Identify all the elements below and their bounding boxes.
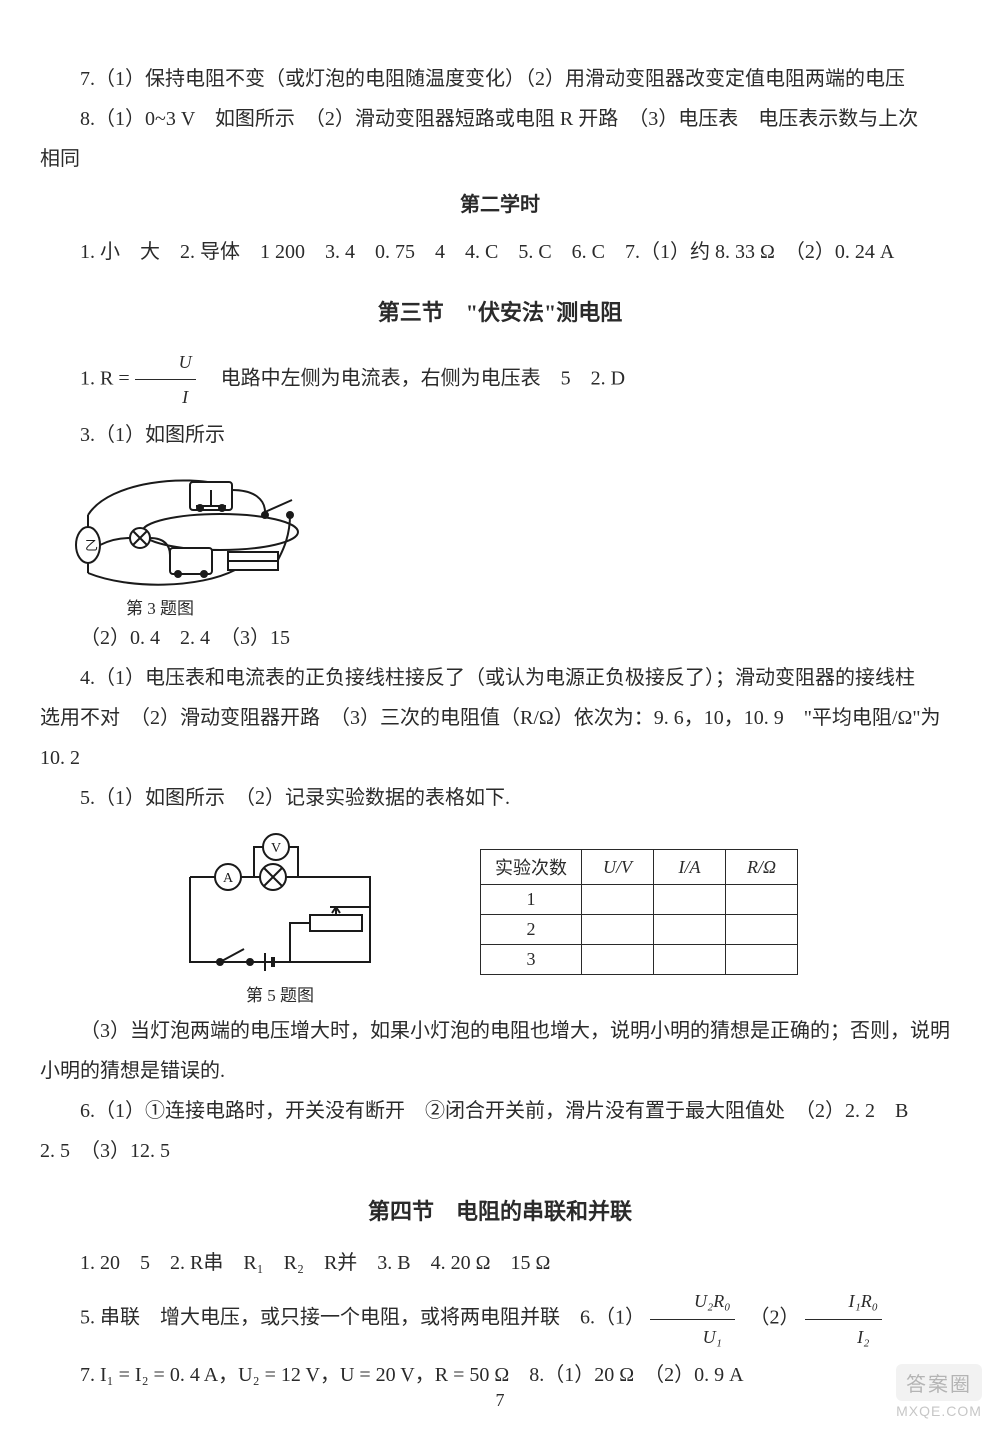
answer-7: 7.（1）保持电阻不变（或灯泡的电阻随温度变化）（2）用滑动变阻器改变定值电阻两…	[40, 60, 960, 98]
watermark: 答案圈 MXQE.COM	[896, 1364, 982, 1419]
svg-text:乙: 乙	[85, 538, 98, 553]
s4-line1: 1. 20 5 2. R串 R₁ R₂ R并 3. B 4. 20 Ω 15 Ω	[40, 1244, 960, 1282]
experiment-table: 实验次数 U/V I/A R/Ω 1 2 3	[480, 849, 798, 975]
figure-3-circuit: 乙	[70, 460, 300, 590]
table-row: 3	[481, 945, 798, 975]
frac-den: U₁	[650, 1320, 735, 1354]
table-row: 1	[481, 885, 798, 915]
svg-text:A: A	[223, 871, 234, 886]
s3-q1: 1. R = U I 电路中左侧为电流表，右侧为电压表 5 2. D	[40, 345, 960, 414]
s3-q5: 5.（1）如图所示 （2）记录实验数据的表格如下.	[40, 779, 960, 817]
page-number: 7	[0, 1390, 1000, 1411]
table-row: 2	[481, 915, 798, 945]
s3-q1-rest: 电路中左侧为电流表，右侧为电压表 5 2. D	[201, 367, 625, 389]
figure-5-caption: 第 5 题图	[170, 981, 390, 1006]
s3-q4-line1: 4.（1）电压表和电流表的正负接线柱接反了（或认为电源正负极接反了）；滑动变阻器…	[40, 659, 960, 697]
s3-q3-parts: （2）0. 4 2. 4 （3）15	[40, 619, 960, 657]
s3-q6-line1: 6.（1）①连接电路时，开关没有断开 ②闭合开关前，滑片没有置于最大阻值处 （2…	[40, 1092, 960, 1130]
figure-5-circuit: A V	[170, 827, 390, 977]
th-voltage: U/V	[582, 850, 654, 885]
frac-den: I	[135, 380, 196, 414]
section-3-title: 第三节 "伏安法"测电阻	[40, 295, 960, 327]
s3-q5-3b: 小明的猜想是错误的.	[40, 1052, 960, 1090]
s4-5-text: 5. 串联 增大电压，或只接一个电阻，或将两电阻并联 6.（1）	[80, 1307, 645, 1329]
frac-num: U₂R₀	[650, 1284, 735, 1319]
section-4-title: 第四节 电阻的串联和并联	[40, 1194, 960, 1226]
svg-text:V: V	[271, 841, 281, 856]
s3-q1-prefix: 1. R =	[80, 367, 135, 389]
th-current: I/A	[654, 850, 726, 885]
watermark-text: 答案圈	[896, 1364, 982, 1401]
answer-8-line1: 8.（1）0~3 V 如图所示 （2）滑动变阻器短路或电阻 R 开路 （3）电压…	[40, 100, 960, 138]
s4-line5-6: 5. 串联 增大电压，或只接一个电阻，或将两电阻并联 6.（1） U₂R₀ U₁…	[40, 1284, 960, 1353]
lesson2-answers: 1. 小 大 2. 导体 1 200 3. 4 0. 75 4 4. C 5. …	[40, 233, 960, 271]
frac-num: I₁R₀	[805, 1284, 883, 1319]
th-trial: 实验次数	[481, 850, 582, 885]
s3-q6-line2: 2. 5 （3）12. 5	[40, 1132, 960, 1170]
s3-q4-line3: 10. 2	[40, 739, 960, 777]
frac-num: U	[135, 345, 196, 380]
s3-q3: 3.（1）如图所示	[40, 416, 960, 454]
s4-6-mid: （2）	[740, 1307, 800, 1329]
subsection-title-2: 第二学时	[40, 188, 960, 217]
answer-8-line2: 相同	[40, 140, 960, 178]
fraction-6-1: U₂R₀ U₁	[650, 1284, 735, 1353]
fraction-u-over-i: U I	[135, 345, 196, 414]
fraction-6-2: I₁R₀ I₂	[805, 1284, 883, 1353]
watermark-url: MXQE.COM	[896, 1403, 982, 1419]
frac-den: I₂	[805, 1320, 883, 1354]
s3-q4-line2: 选用不对 （2）滑动变阻器开路 （3）三次的电阻值（R/Ω）依次为：9. 6，1…	[40, 699, 960, 737]
figure-3-caption: 第 3 题图	[70, 594, 250, 619]
s4-line7-8: 7. I₁ = I₂ = 0. 4 A，U₂ = 12 V，U = 20 V，R…	[40, 1356, 960, 1394]
th-resistance: R/Ω	[726, 850, 798, 885]
s3-q5-3a: （3）当灯泡两端的电压增大时，如果小灯泡的电阻也增大，说明小明的猜想是正确的；否…	[40, 1012, 960, 1050]
